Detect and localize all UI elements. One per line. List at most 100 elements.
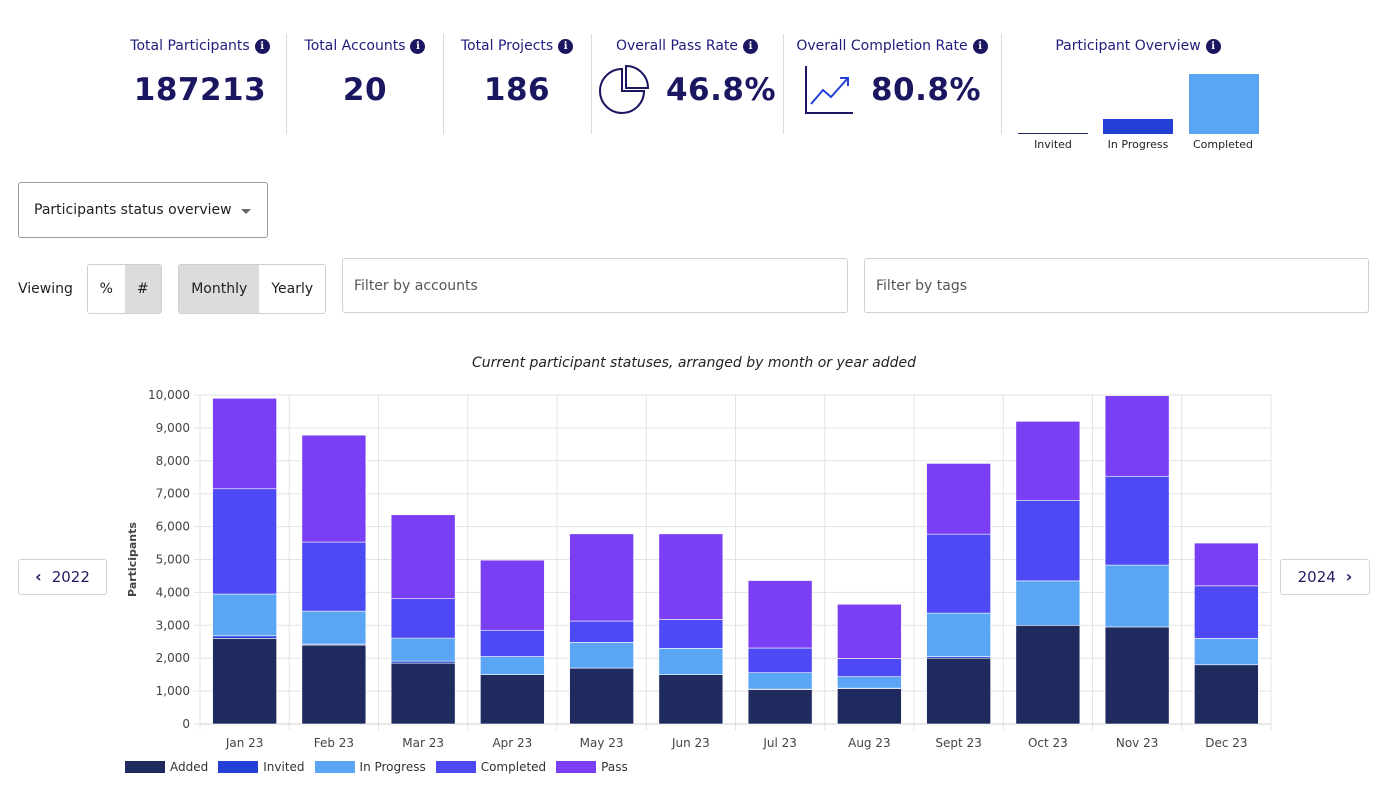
bar-segment	[301, 434, 367, 543]
y-tick-label: 1,000	[156, 684, 190, 698]
chevron-right-icon: ›	[1345, 567, 1353, 586]
y-tick-label: 3,000	[156, 618, 190, 632]
divider	[783, 34, 784, 134]
x-tick-label: Mar 23	[402, 736, 444, 750]
info-icon[interactable]: i	[1205, 38, 1221, 54]
chart-title: Current participant statuses, arranged b…	[471, 355, 917, 371]
kpi-participant-overview: Participant Overview i	[1006, 30, 1270, 70]
kpi-value: 186	[483, 72, 551, 108]
bar-segment	[658, 619, 724, 649]
legend-label: Pass	[601, 760, 628, 774]
legend-item[interactable]: Pass	[556, 760, 628, 774]
bar-segment	[480, 629, 545, 657]
kpi-total-projects: Total Projects i 186	[444, 30, 590, 134]
kpi-value: 187213	[133, 72, 267, 108]
info-icon[interactable]: i	[972, 38, 988, 54]
yearly-toggle[interactable]: Yearly	[271, 281, 314, 297]
legend-item[interactable]: Added	[125, 760, 208, 774]
bar-segment	[837, 676, 902, 689]
chart-type-dropdown[interactable]: Participants status overview	[18, 182, 268, 238]
overview-label: Completed	[1193, 138, 1253, 151]
viewing-label: Viewing	[18, 281, 73, 297]
kpi-title: Total Participants	[130, 38, 250, 54]
info-icon[interactable]: i	[254, 38, 270, 54]
legend-item[interactable]: In Progress	[314, 760, 426, 774]
bar-segment	[1104, 475, 1170, 566]
y-axis-title: Participants	[126, 522, 139, 597]
legend-swatch	[435, 761, 476, 773]
x-tick-label: Oct 23	[1028, 736, 1068, 750]
bar-segment	[569, 642, 634, 669]
filter-tags	[864, 258, 1369, 313]
count-toggle[interactable]: #	[124, 265, 161, 313]
legend-swatch	[218, 761, 259, 773]
bar-segment	[480, 674, 545, 725]
monthly-toggle[interactable]: Monthly	[179, 265, 260, 313]
bar-segment	[301, 644, 367, 725]
bar-segment	[926, 463, 991, 535]
bar-segment	[658, 674, 724, 725]
legend-swatch	[125, 761, 165, 773]
overview-label: Invited	[1034, 138, 1072, 151]
x-tick-label: May 23	[580, 736, 624, 750]
dropdown-value: Participants status overview	[34, 202, 232, 218]
divider	[443, 34, 444, 134]
bar-segment	[1015, 580, 1081, 626]
divider	[1001, 34, 1002, 134]
bar-segment	[1194, 542, 1259, 587]
participant-overview-chart	[1016, 72, 1260, 134]
info-icon[interactable]: i	[410, 38, 426, 54]
x-tick-label: Nov 23	[1116, 736, 1159, 750]
legend-item[interactable]: Invited	[218, 760, 305, 774]
bar-segment	[1015, 499, 1081, 582]
bar-segment	[212, 488, 277, 595]
caret-down-icon	[241, 209, 251, 214]
info-icon[interactable]: i	[743, 38, 758, 54]
bar-segment	[1194, 638, 1259, 666]
bar-segment	[747, 647, 813, 673]
legend-item[interactable]: Completed	[435, 760, 547, 774]
kpi-title: Total Accounts	[304, 38, 406, 54]
y-tick-label: 4,000	[156, 585, 190, 599]
view-mode-toggle: % #	[87, 264, 162, 314]
legend-label: Invited	[263, 760, 305, 774]
chart-legend: Added Invited In Progress Completed Pass	[125, 760, 638, 774]
bar-segment	[390, 514, 456, 599]
bar-segment	[1104, 564, 1170, 628]
legend-label: Added	[170, 760, 209, 774]
info-icon[interactable]: i	[558, 38, 574, 54]
overview-bar-invited	[1018, 133, 1088, 134]
y-tick-label: 2,000	[156, 651, 190, 665]
bar-segment	[301, 541, 367, 612]
bar-segment	[658, 648, 724, 675]
kpi-value: 80.8%	[870, 72, 982, 108]
bar-segment	[747, 672, 813, 690]
percent-toggle[interactable]: %	[99, 281, 113, 297]
bar-segment	[926, 612, 991, 657]
kpi-title: Overall Pass Rate	[615, 38, 738, 54]
bar-segment	[212, 638, 277, 725]
bar-segment	[1194, 664, 1259, 725]
bar-segment	[837, 688, 902, 725]
bar-segment	[1015, 625, 1081, 725]
kpi-title: Participant Overview	[1055, 38, 1201, 54]
bar-segment	[1015, 421, 1081, 501]
bar-segment	[390, 662, 456, 725]
overview-bar-completed	[1189, 74, 1259, 134]
overview-label: In Progress	[1107, 138, 1169, 151]
kpi-pass-rate: Overall Pass Rate i 46.8%	[593, 30, 781, 134]
prev-year-button[interactable]: ‹ 2022	[18, 559, 107, 595]
prev-year-label: 2022	[51, 568, 90, 586]
next-year-button[interactable]: 2024 ›	[1280, 559, 1370, 595]
period-toggle: Monthly Yearly	[178, 264, 326, 314]
y-tick-label: 0	[182, 717, 190, 731]
bar-segment	[1104, 395, 1170, 477]
bar-segment	[658, 533, 724, 620]
kpi-completion-rate: Overall Completion Rate i 80.8%	[788, 30, 996, 134]
filter-accounts-input[interactable]	[354, 259, 847, 312]
kpi-total-accounts: Total Accounts i 20	[288, 30, 442, 134]
y-tick-label: 10,000	[148, 388, 190, 402]
filter-accounts	[342, 258, 848, 313]
legend-label: Completed	[480, 760, 547, 774]
filter-tags-input[interactable]	[876, 259, 1368, 312]
